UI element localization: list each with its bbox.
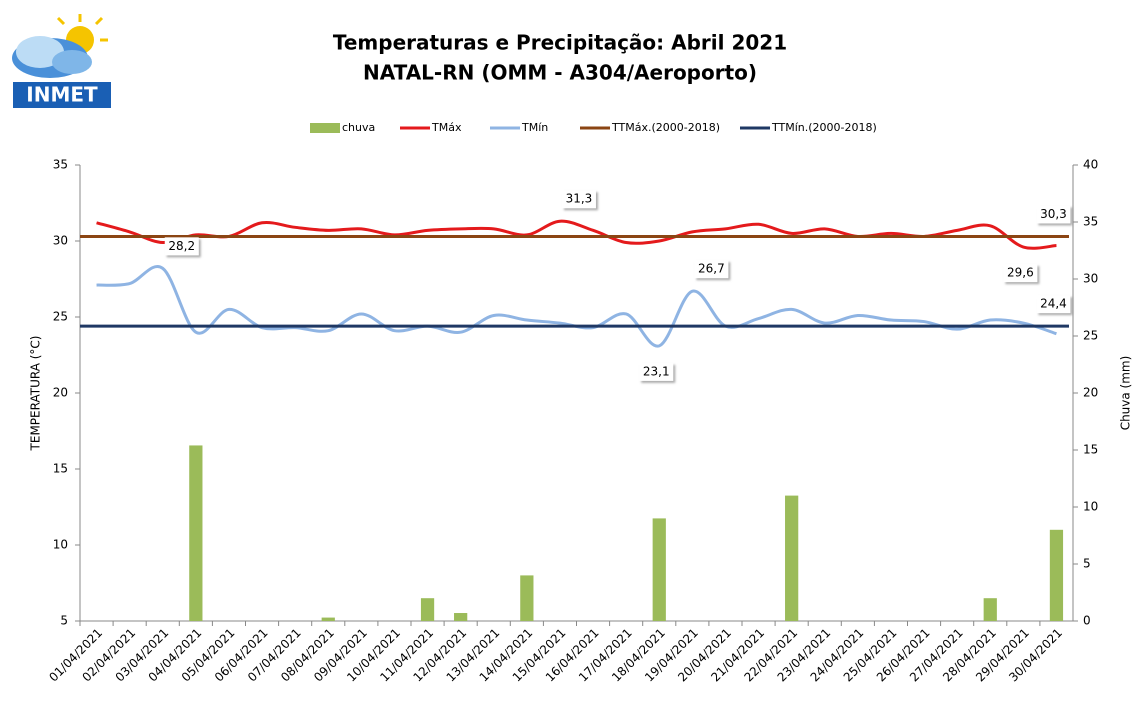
chart-title: Temperaturas e Precipitação: Abril 2021 xyxy=(333,31,787,55)
data-label-box xyxy=(694,260,729,279)
bar xyxy=(189,445,203,621)
y2-tick-label: 30 xyxy=(1083,272,1098,286)
data-label: 24,4 xyxy=(1040,297,1067,311)
y-tick-label: 30 xyxy=(53,234,68,248)
y2-tick-label: 40 xyxy=(1083,158,1098,172)
data-label: 28,2 xyxy=(168,239,195,253)
y2-tick-label: 0 xyxy=(1083,614,1091,628)
y2-tick-label: 10 xyxy=(1083,500,1098,514)
data-label: 26,7 xyxy=(698,262,725,276)
line xyxy=(96,219,1057,250)
data-label-box xyxy=(164,237,199,256)
data-label: 29,6 xyxy=(1007,266,1034,280)
y2-tick-label: 15 xyxy=(1083,443,1098,457)
y2-tick-label: 25 xyxy=(1083,329,1098,343)
data-label-box xyxy=(561,190,596,209)
data-label: 31,3 xyxy=(566,192,593,206)
bar xyxy=(420,598,435,621)
y-tick-label: 15 xyxy=(53,462,68,476)
chart-subtitle: NATAL-RN (OMM - A304/Aeroporto) xyxy=(363,61,757,85)
legend-label: chuva xyxy=(342,121,375,134)
y-tick-label: 25 xyxy=(53,310,68,324)
logo-text: INMET xyxy=(26,83,98,107)
y-axis-label: TEMPERATURA (°C) xyxy=(29,336,43,452)
legend-label: TMín xyxy=(521,121,548,134)
data-label: 23,1 xyxy=(643,364,670,378)
legend-label: TMáx xyxy=(431,121,462,134)
logo: INMET xyxy=(5,8,113,108)
legend-label: TTMáx.(2000-2018) xyxy=(611,121,720,134)
y-tick-label: 35 xyxy=(53,158,68,172)
bar xyxy=(454,613,468,621)
bar xyxy=(321,617,335,621)
y-tick-label: 5 xyxy=(60,614,68,628)
line xyxy=(96,265,1057,348)
legend-label: TTMín.(2000-2018) xyxy=(771,121,877,134)
y-tick-label: 20 xyxy=(53,386,68,400)
bar xyxy=(652,518,666,621)
bar xyxy=(983,598,997,621)
legend-swatch xyxy=(310,123,340,133)
data-label-box xyxy=(639,362,674,381)
data-label-box xyxy=(1036,205,1071,224)
y2-tick-label: 20 xyxy=(1083,386,1098,400)
bar xyxy=(1049,529,1064,621)
y2-axis-label: Chuva (mm) xyxy=(1119,356,1132,431)
bar xyxy=(785,495,799,621)
y-tick-label: 10 xyxy=(53,538,68,552)
y2-tick-label: 5 xyxy=(1083,557,1091,571)
data-label-box xyxy=(1003,264,1038,283)
data-label: 30,3 xyxy=(1040,207,1067,221)
y2-tick-label: 35 xyxy=(1083,215,1098,229)
data-label-box xyxy=(1036,295,1071,314)
bar xyxy=(520,575,534,621)
